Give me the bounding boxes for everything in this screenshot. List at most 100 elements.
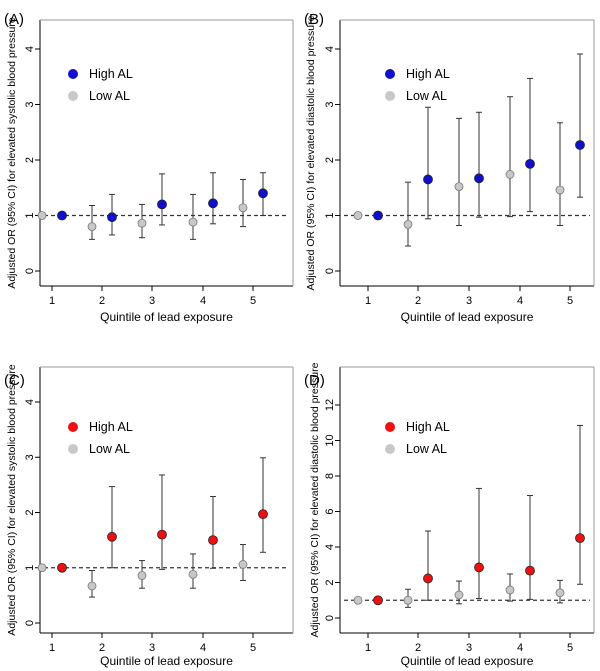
y-tick-label: 4	[24, 46, 36, 52]
low-al-point	[37, 211, 47, 220]
low-al-point	[403, 595, 413, 605]
low-al-point	[87, 222, 97, 232]
high-al-point	[575, 140, 585, 150]
high-al-point	[423, 174, 433, 185]
low-al-point	[238, 560, 248, 569]
high-al-point	[575, 533, 585, 544]
y-tick-label: 1	[324, 212, 336, 218]
y-tick-label: 3	[24, 101, 36, 107]
low-al-point	[188, 217, 198, 227]
y-tick-label: 4	[24, 399, 36, 405]
high-al-point	[157, 529, 167, 540]
low-al-point	[353, 211, 363, 220]
y-axis-title: Adjusted OR (95% CI) for elevated systol…	[6, 17, 18, 289]
y-tick-label: 2	[24, 157, 36, 163]
legend-high-label: High AL	[406, 420, 450, 434]
x-axis-title: Quintile of lead exposure	[100, 654, 233, 668]
x-axis-title: Quintile of lead exposure	[100, 310, 233, 324]
low-al-point	[555, 588, 565, 598]
legend-high-marker	[385, 422, 395, 432]
legend-low-marker	[68, 91, 78, 101]
y-axis-title: Adjusted OR (95% CI) for elevated diasto…	[309, 362, 321, 637]
low-al-point	[555, 185, 565, 195]
x-tick-label: 1	[49, 642, 55, 654]
high-al-point	[373, 210, 383, 221]
high-al-point	[373, 595, 383, 606]
x-tick-label: 5	[250, 295, 256, 307]
x-tick-label: 5	[567, 642, 573, 654]
high-al-point	[474, 173, 484, 184]
high-al-point	[157, 199, 167, 210]
panel-label: (D)	[304, 372, 325, 389]
legend-high-marker	[385, 69, 395, 79]
panel-label: (A)	[4, 11, 24, 28]
y-tick-label: 0	[324, 268, 336, 274]
legend-low-label: Low AL	[89, 442, 130, 456]
low-al-point	[87, 581, 97, 591]
high-al-point	[525, 158, 535, 169]
y-tick-label: 2	[324, 579, 336, 585]
low-al-point	[188, 569, 198, 579]
panel-b: (B) 0 1 2 3 4 1 2 3 4 5 Quintile of lead exposure Ad…	[304, 11, 595, 324]
y-tick-label: 2	[24, 509, 36, 515]
low-al-point	[403, 219, 413, 229]
x-tick-label: 2	[415, 642, 421, 654]
y-tick-label: 4	[324, 544, 336, 550]
legend-high-label: High AL	[406, 67, 450, 81]
low-al-point	[353, 595, 363, 605]
panel-label: (C)	[4, 372, 25, 389]
y-tick-label: 12	[324, 399, 336, 411]
low-al-point	[454, 590, 464, 600]
y-tick-label: 0	[24, 268, 36, 274]
high-al-point	[107, 531, 117, 542]
high-al-point	[208, 198, 218, 209]
low-al-point	[238, 203, 248, 213]
low-al-point	[137, 218, 147, 228]
high-al-point	[525, 565, 535, 576]
x-tick-label: 5	[250, 642, 256, 654]
y-tick-label: 2	[324, 157, 336, 163]
x-tick-label: 4	[517, 642, 523, 654]
high-al-point	[258, 509, 268, 520]
y-tick-label: 6	[324, 508, 336, 514]
legend-high-label: High AL	[89, 67, 133, 81]
high-al-point	[208, 535, 218, 546]
legend-low-label: Low AL	[406, 89, 447, 103]
panel-a: (A) 0 1 2 3 4 1 2 3 4 5 Quintile of lead exposure Ad…	[4, 11, 294, 324]
legend-low-marker	[385, 444, 395, 454]
y-tick-label: 1	[24, 565, 36, 571]
x-tick-label: 3	[466, 642, 472, 654]
x-tick-label: 3	[466, 295, 472, 307]
x-tick-label: 1	[49, 295, 55, 307]
high-al-point	[423, 573, 433, 584]
high-al-point	[57, 562, 67, 573]
low-al-point	[137, 571, 147, 580]
x-tick-label: 5	[567, 295, 573, 307]
high-al-point	[107, 212, 117, 223]
high-al-point	[57, 210, 67, 221]
low-al-point	[505, 170, 515, 179]
legend-high-label: High AL	[89, 420, 133, 434]
x-tick-label: 4	[200, 295, 206, 307]
x-axis-title: Quintile of lead exposure	[401, 310, 534, 324]
y-tick-label: 0	[24, 620, 36, 626]
legend-low-marker	[68, 444, 78, 454]
legend-low-label: Low AL	[406, 442, 447, 456]
y-axis-title: Adjusted OR (95% CI) for elevated diasto…	[305, 15, 317, 290]
y-tick-label: 8	[324, 473, 336, 479]
low-al-point	[37, 563, 47, 573]
y-axis-title: Adjusted OR (95% CI) for elevated systol…	[6, 364, 18, 636]
legend-low-label: Low AL	[89, 89, 130, 103]
y-tick-label: 1	[24, 212, 36, 218]
panel-label: (B)	[304, 11, 324, 28]
x-tick-label: 3	[149, 295, 155, 307]
x-tick-label: 2	[99, 295, 105, 307]
x-tick-label: 4	[517, 295, 523, 307]
high-al-point	[258, 188, 268, 199]
high-al-point	[474, 562, 484, 573]
panel-c: (C) 0 1 2 3 4 1 2 3 4 5 Quintile of lead exposure Ad…	[4, 364, 294, 668]
low-al-point	[505, 585, 515, 595]
y-tick-label: 3	[324, 101, 336, 107]
